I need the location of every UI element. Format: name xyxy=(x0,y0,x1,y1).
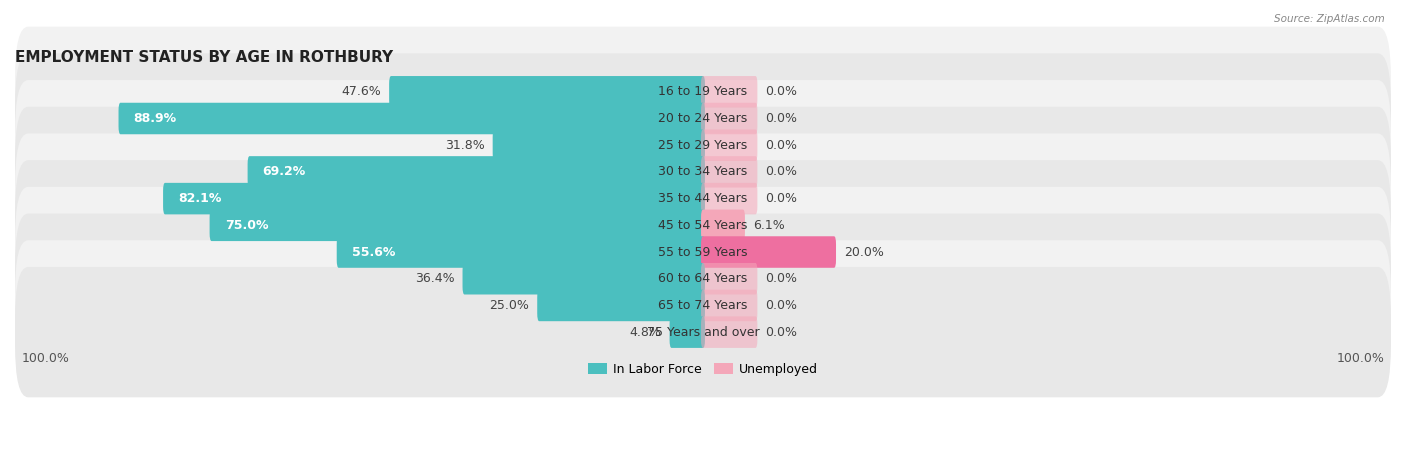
FancyBboxPatch shape xyxy=(15,267,1391,397)
Text: 6.1%: 6.1% xyxy=(752,219,785,232)
Text: 45 to 54 Years: 45 to 54 Years xyxy=(654,219,752,232)
Text: 0.0%: 0.0% xyxy=(765,85,797,98)
Text: 16 to 19 Years: 16 to 19 Years xyxy=(654,85,752,98)
Text: 20 to 24 Years: 20 to 24 Years xyxy=(654,112,752,125)
FancyBboxPatch shape xyxy=(702,76,758,107)
FancyBboxPatch shape xyxy=(15,214,1391,344)
FancyBboxPatch shape xyxy=(702,103,758,134)
FancyBboxPatch shape xyxy=(702,129,758,161)
Text: 36.4%: 36.4% xyxy=(415,272,454,285)
FancyBboxPatch shape xyxy=(702,290,758,321)
Text: 75.0%: 75.0% xyxy=(225,219,269,232)
Text: 25 to 29 Years: 25 to 29 Years xyxy=(654,139,752,152)
FancyBboxPatch shape xyxy=(15,133,1391,264)
FancyBboxPatch shape xyxy=(702,263,758,295)
Text: 30 to 34 Years: 30 to 34 Years xyxy=(654,166,752,179)
FancyBboxPatch shape xyxy=(247,156,704,188)
Text: 65 to 74 Years: 65 to 74 Years xyxy=(654,299,752,312)
Text: 0.0%: 0.0% xyxy=(765,166,797,179)
FancyBboxPatch shape xyxy=(118,103,704,134)
FancyBboxPatch shape xyxy=(463,263,704,295)
FancyBboxPatch shape xyxy=(389,76,704,107)
FancyBboxPatch shape xyxy=(336,236,704,268)
FancyBboxPatch shape xyxy=(537,290,704,321)
FancyBboxPatch shape xyxy=(702,156,758,188)
FancyBboxPatch shape xyxy=(15,240,1391,371)
FancyBboxPatch shape xyxy=(702,210,745,241)
FancyBboxPatch shape xyxy=(492,129,704,161)
FancyBboxPatch shape xyxy=(15,107,1391,237)
FancyBboxPatch shape xyxy=(15,27,1391,157)
Text: 35 to 44 Years: 35 to 44 Years xyxy=(654,192,752,205)
FancyBboxPatch shape xyxy=(15,80,1391,210)
Text: 100.0%: 100.0% xyxy=(21,352,69,365)
Text: 55 to 59 Years: 55 to 59 Years xyxy=(654,245,752,258)
FancyBboxPatch shape xyxy=(209,210,704,241)
Text: 0.0%: 0.0% xyxy=(765,112,797,125)
Text: 60 to 64 Years: 60 to 64 Years xyxy=(654,272,752,285)
Text: 69.2%: 69.2% xyxy=(263,166,307,179)
Text: 82.1%: 82.1% xyxy=(179,192,222,205)
Text: 0.0%: 0.0% xyxy=(765,192,797,205)
Text: 55.6%: 55.6% xyxy=(352,245,395,258)
FancyBboxPatch shape xyxy=(15,187,1391,317)
Text: 0.0%: 0.0% xyxy=(765,139,797,152)
Text: 100.0%: 100.0% xyxy=(1337,352,1385,365)
Text: 31.8%: 31.8% xyxy=(446,139,485,152)
FancyBboxPatch shape xyxy=(15,53,1391,184)
Text: 75 Years and over: 75 Years and over xyxy=(643,326,763,339)
Text: 0.0%: 0.0% xyxy=(765,272,797,285)
Text: 0.0%: 0.0% xyxy=(765,326,797,339)
FancyBboxPatch shape xyxy=(702,183,758,214)
FancyBboxPatch shape xyxy=(702,317,758,348)
Text: 20.0%: 20.0% xyxy=(844,245,884,258)
FancyBboxPatch shape xyxy=(702,236,837,268)
Legend: In Labor Force, Unemployed: In Labor Force, Unemployed xyxy=(583,358,823,381)
Text: 25.0%: 25.0% xyxy=(489,299,530,312)
Text: 88.9%: 88.9% xyxy=(134,112,177,125)
Text: Source: ZipAtlas.com: Source: ZipAtlas.com xyxy=(1274,14,1385,23)
FancyBboxPatch shape xyxy=(669,317,704,348)
FancyBboxPatch shape xyxy=(15,160,1391,290)
Text: 0.0%: 0.0% xyxy=(765,299,797,312)
Text: 47.6%: 47.6% xyxy=(342,85,381,98)
Text: 4.8%: 4.8% xyxy=(630,326,662,339)
FancyBboxPatch shape xyxy=(163,183,704,214)
Text: EMPLOYMENT STATUS BY AGE IN ROTHBURY: EMPLOYMENT STATUS BY AGE IN ROTHBURY xyxy=(15,50,394,65)
